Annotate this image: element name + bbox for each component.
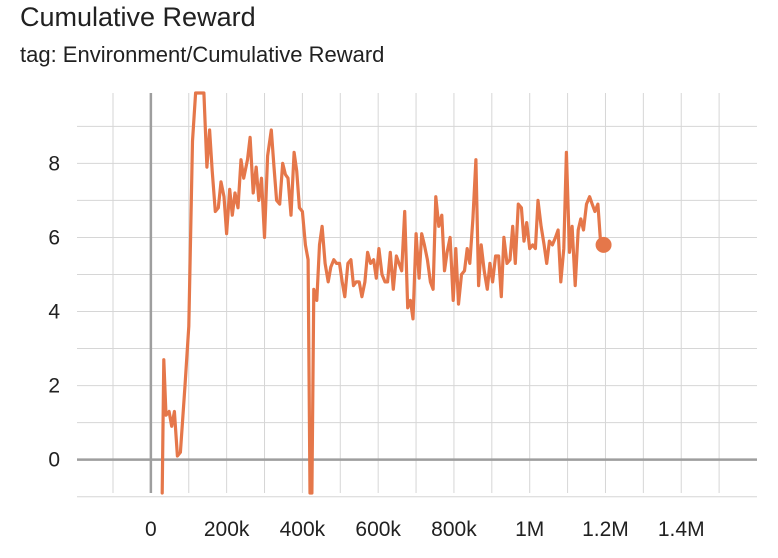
tick-labels: 0 2 4 6 8 0 200k 400k 600k 800k 1M 1.2M 1.4M <box>48 152 704 541</box>
y-tick-label: 6 <box>48 226 60 249</box>
last-point-marker[interactable] <box>595 236 612 253</box>
y-tick-label: 4 <box>48 301 60 324</box>
y-tick-label: 2 <box>48 375 60 398</box>
chart-subtitle: tag: Environment/Cumulative Reward <box>20 42 385 67</box>
chart-title: Cumulative Reward <box>20 2 256 32</box>
x-tick-label: 400k <box>280 518 326 541</box>
x-tick-label: 1M <box>515 518 544 541</box>
grid-lines <box>77 93 757 498</box>
x-tick-label: 600k <box>355 518 401 541</box>
zero-axes <box>77 93 757 493</box>
y-tick-label: 0 <box>48 449 60 472</box>
x-tick-label: 1.2M <box>582 518 629 541</box>
x-tick-label: 800k <box>431 518 477 541</box>
x-tick-label: 200k <box>204 518 250 541</box>
series-layer <box>160 91 612 495</box>
x-tick-label: 0 <box>145 518 157 541</box>
y-tick-label: 8 <box>48 152 60 175</box>
series-line <box>160 91 606 495</box>
x-tick-label: 1.4M <box>658 518 705 541</box>
